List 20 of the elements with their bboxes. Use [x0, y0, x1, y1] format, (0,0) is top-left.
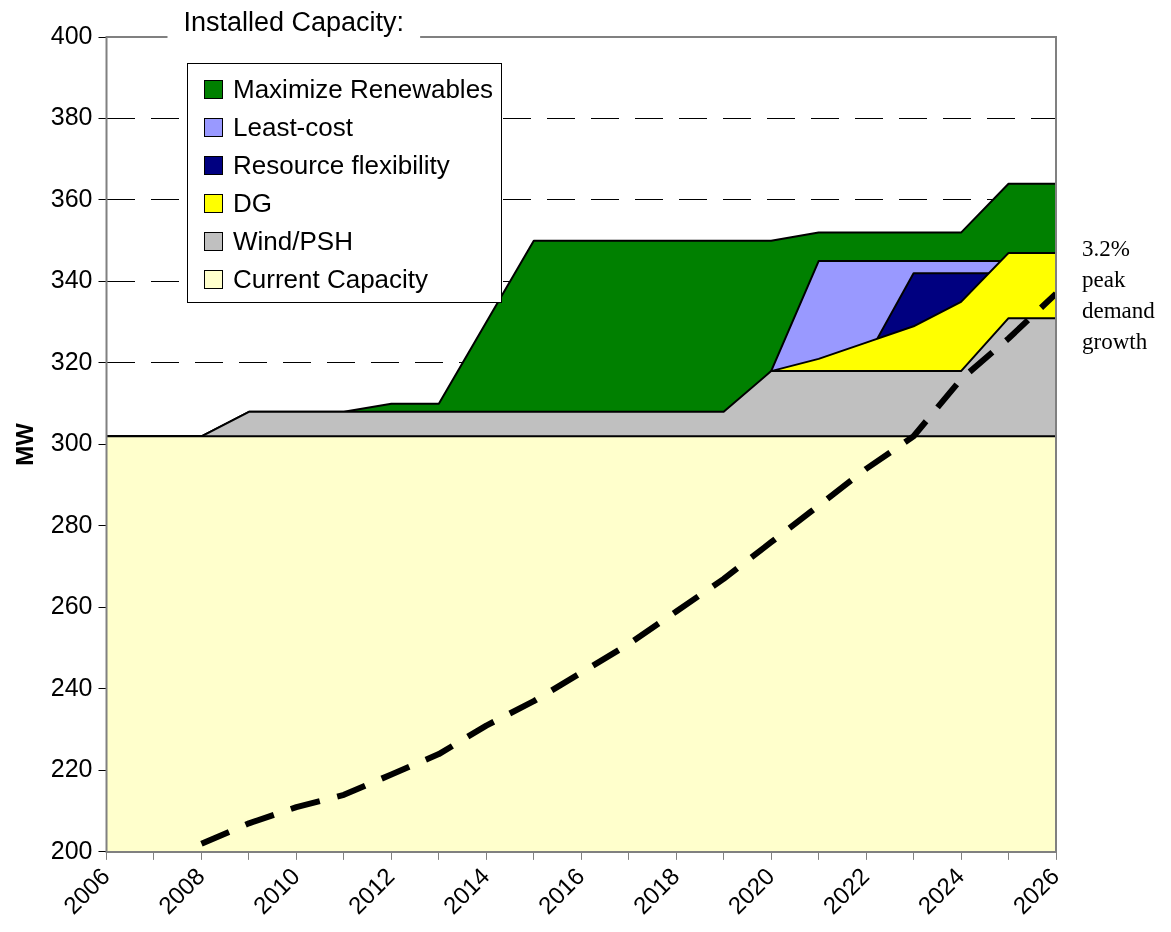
series-label: 3.2% peak demand growth — [1082, 235, 1156, 354]
y-tick-label: 360 — [50, 183, 93, 212]
legend-label: Current Capacity — [233, 263, 429, 296]
y-tick-label: 240 — [50, 672, 93, 701]
legend-label: DG — [233, 187, 272, 220]
y-tick-label: 380 — [50, 102, 93, 131]
legend-label: Wind/PSH — [233, 225, 353, 258]
y-tick-label: 300 — [50, 428, 93, 457]
legend-label: Least-cost — [233, 111, 353, 144]
y-tick-label: 260 — [50, 591, 93, 620]
y-tick-label: 280 — [50, 509, 93, 538]
y-tick-label: 200 — [50, 835, 93, 864]
y-tick-label: 220 — [50, 754, 93, 783]
y-tick-label: 400 — [50, 20, 93, 49]
chart-title: Installed Capacity: — [183, 7, 405, 38]
y-axis-title: MW — [11, 422, 39, 466]
y-tick-label: 340 — [50, 265, 93, 294]
y-tick-label: 320 — [50, 346, 93, 375]
legend-label: Maximize Renewables — [233, 73, 494, 106]
legend-label: Resource flexibility — [233, 149, 450, 182]
